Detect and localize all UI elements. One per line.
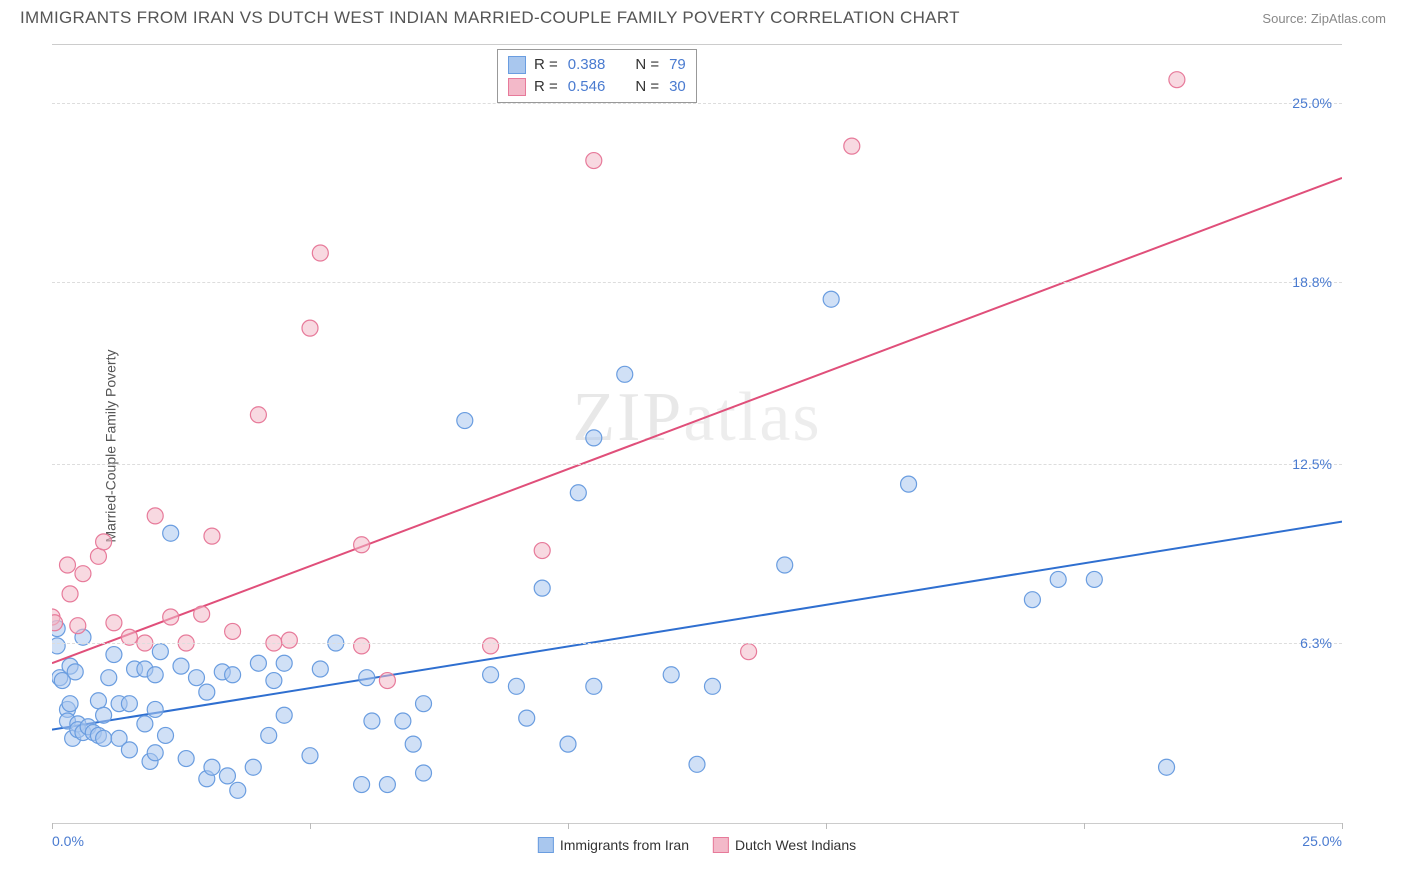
chart-header: IMMIGRANTS FROM IRAN VS DUTCH WEST INDIA… (0, 0, 1406, 34)
source-label: Source: (1262, 11, 1307, 26)
r-value-0: 0.388 (568, 54, 606, 76)
correlation-legend: R = 0.388 N = 79 R = 0.546 N = 30 (497, 49, 697, 103)
scatter-svg (52, 45, 1342, 825)
r-label-1: R = (534, 76, 558, 98)
r-value-1: 0.546 (568, 76, 606, 98)
n-label-1: N = (635, 76, 659, 98)
legend-bottom-swatch-0 (538, 837, 554, 853)
legend-item-0: Immigrants from Iran (538, 837, 689, 853)
x-tick-label: 25.0% (1302, 833, 1342, 849)
series-legend: Immigrants from Iran Dutch West Indians (538, 837, 856, 853)
y-tick-label: 12.5% (1292, 456, 1332, 472)
chart-source: Source: ZipAtlas.com (1262, 11, 1386, 26)
n-value-0: 79 (669, 54, 686, 76)
y-tick-label: 18.8% (1292, 274, 1332, 290)
legend-bottom-label-1: Dutch West Indians (735, 837, 856, 853)
chart-title: IMMIGRANTS FROM IRAN VS DUTCH WEST INDIA… (20, 8, 960, 28)
y-tick-label: 6.3% (1300, 635, 1332, 651)
y-tick-label: 25.0% (1292, 95, 1332, 111)
r-label-0: R = (534, 54, 558, 76)
x-tick-label: 0.0% (52, 833, 84, 849)
legend-swatch-1 (508, 78, 526, 96)
legend-bottom-label-0: Immigrants from Iran (560, 837, 689, 853)
legend-row-1: R = 0.546 N = 30 (508, 76, 686, 98)
legend-swatch-0 (508, 56, 526, 74)
legend-row-0: R = 0.388 N = 79 (508, 54, 686, 76)
n-label-0: N = (635, 54, 659, 76)
legend-bottom-swatch-1 (713, 837, 729, 853)
chart-plot-area: ZIPatlas R = 0.388 N = 79 R = 0.546 N = … (52, 44, 1342, 824)
source-value: ZipAtlas.com (1311, 11, 1386, 26)
legend-item-1: Dutch West Indians (713, 837, 856, 853)
n-value-1: 30 (669, 76, 686, 98)
